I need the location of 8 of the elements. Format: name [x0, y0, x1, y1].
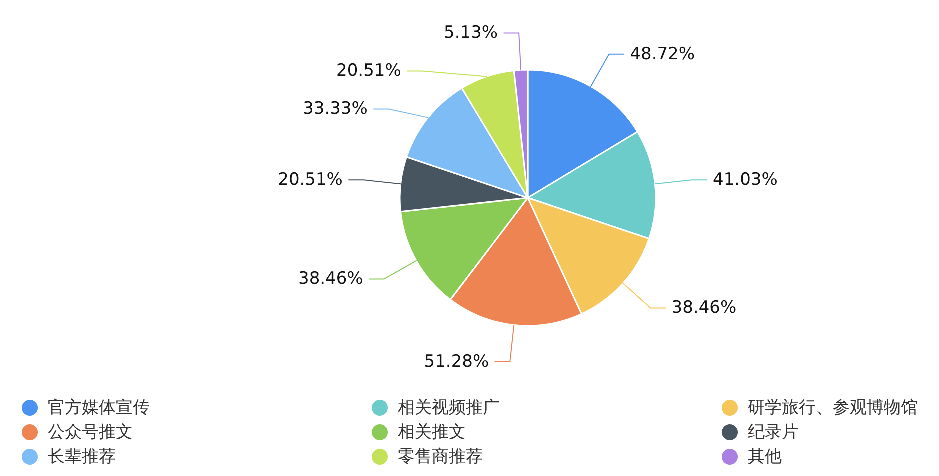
legend-label: 公众号推文	[48, 422, 133, 442]
legend-label: 零售商推荐	[398, 447, 483, 467]
legend-label: 长辈推荐	[48, 447, 116, 467]
legend-label: 其他	[748, 447, 782, 467]
legend-label: 相关推文	[398, 422, 466, 442]
legend-label: 纪录片	[748, 422, 799, 442]
legend-label: 官方媒体宣传	[48, 398, 150, 418]
legend-label: 相关视频推广	[398, 398, 500, 418]
